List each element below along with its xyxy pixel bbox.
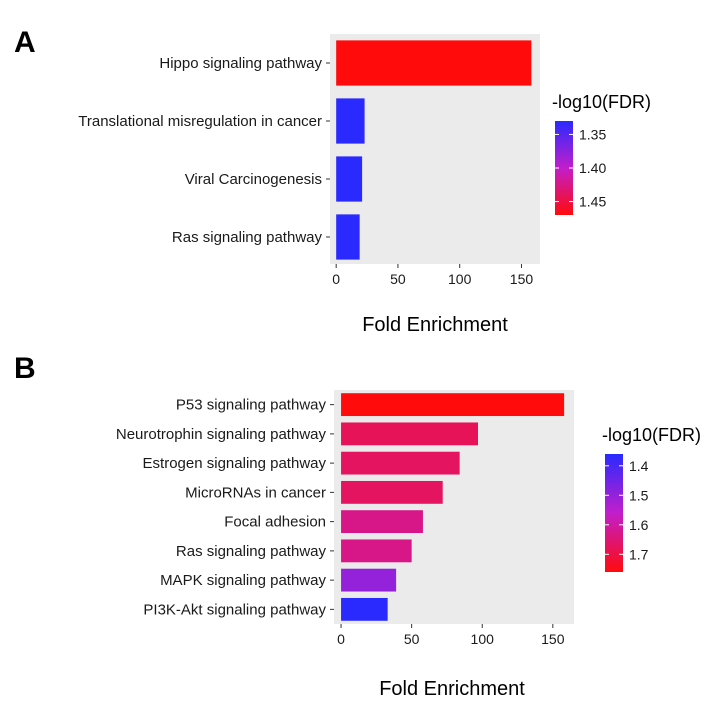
category-label: Focal adhesion (224, 514, 326, 531)
legend-a: -log10(FDR) 1.35 1.40 1.45 (552, 92, 651, 215)
bar (341, 568, 397, 592)
category-label: Translational misregulation in cancer (78, 113, 322, 130)
bar (336, 156, 363, 202)
x-tick-label: 50 (390, 271, 406, 287)
legend-tick-label: 1.40 (579, 160, 606, 176)
category-label: PI3K-Akt signaling pathway (143, 601, 326, 618)
legend-tick-label: 1.45 (579, 194, 606, 210)
category-label: Neurotrophin signaling pathway (116, 426, 327, 443)
x-axis-title-b: Fold Enrichment (379, 678, 525, 700)
legend-tick-label: 1.35 (579, 126, 606, 142)
legend-colorbar-a (555, 121, 573, 215)
category-label: Estrogen signaling pathway (143, 455, 327, 472)
bar (341, 510, 423, 534)
bar (341, 422, 478, 446)
bar (336, 214, 360, 260)
x-tick-label: 150 (510, 271, 534, 287)
x-axis-title-a: Fold Enrichment (362, 314, 508, 336)
bar (341, 539, 412, 563)
bar (336, 98, 365, 144)
category-label: MicroRNAs in cancer (185, 484, 326, 501)
x-tick-label: 100 (448, 271, 472, 287)
plot-area-a: Hippo signaling pathway Translational mis… (78, 34, 540, 287)
category-label: Viral Carcinogenesis (185, 171, 322, 188)
category-label: Ras signaling pathway (172, 229, 323, 246)
x-tick-label: 150 (541, 631, 565, 647)
legend-tick-label: 1.7 (629, 546, 649, 562)
x-tick-label: 0 (332, 271, 340, 287)
bar (336, 40, 532, 86)
bar (341, 393, 565, 417)
bar (341, 597, 388, 621)
plot-area-b: P53 signaling pathway Neurotrophin signal… (116, 390, 574, 647)
bar (341, 480, 443, 504)
legend-tick-label: 1.4 (629, 458, 649, 474)
chart-panel-a: A Hippo signaling pathway Translational m… (14, 26, 651, 336)
legend-b: -log10(FDR) 1.4 1.5 1.6 1.7 (602, 425, 701, 572)
legend-title-a: -log10(FDR) (552, 92, 651, 112)
x-tick-label: 50 (404, 631, 420, 647)
legend-tick-label: 1.6 (629, 517, 649, 533)
bar (341, 451, 460, 475)
legend-tick-label: 1.5 (629, 487, 649, 503)
legend-title-b: -log10(FDR) (602, 425, 701, 445)
x-tick-label: 0 (337, 631, 345, 647)
category-label: Hippo signaling pathway (159, 55, 322, 72)
panel-letter-b: B (14, 352, 36, 385)
category-label: MAPK signaling pathway (160, 572, 326, 589)
panel-letter-a: A (14, 26, 36, 59)
category-label: P53 signaling pathway (176, 397, 327, 414)
category-label: Ras signaling pathway (176, 543, 327, 560)
legend-colorbar-b (605, 454, 623, 572)
chart-panel-b: B P53 signaling pathway Neurotrophin sign… (14, 352, 701, 700)
x-tick-label: 100 (471, 631, 495, 647)
